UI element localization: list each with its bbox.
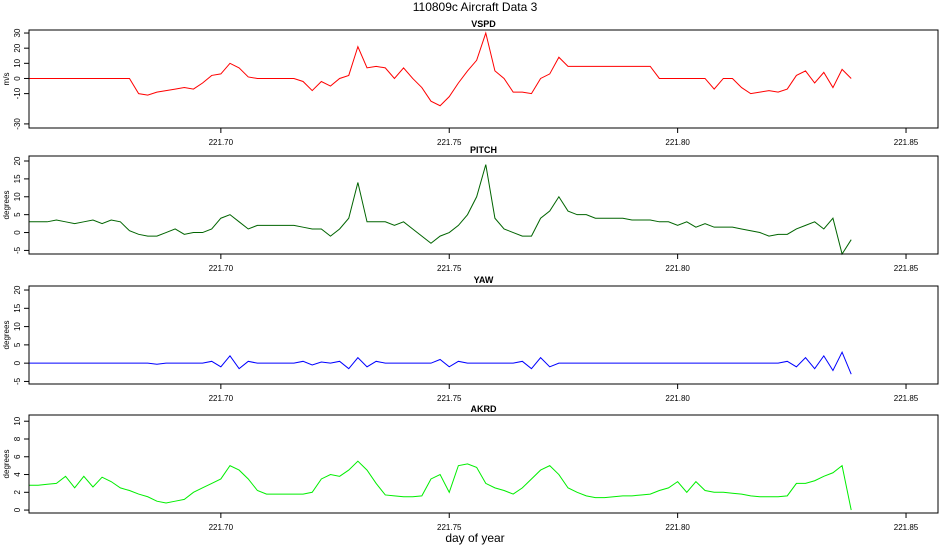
x-tick-label: 221.70: [209, 523, 234, 532]
y-tick-label: 8: [13, 436, 22, 441]
x-tick-label: 221.85: [894, 523, 919, 532]
y-tick-label: -10: [13, 87, 22, 99]
y-tick-label: 15: [13, 303, 22, 312]
x-tick-label: 221.75: [437, 394, 462, 403]
plot-frame: [28, 414, 939, 514]
y-tick-label: 5: [13, 212, 22, 217]
x-tick-label: 221.70: [209, 138, 234, 147]
y-tick-label: 20: [13, 43, 22, 52]
x-tick-label: 221.85: [894, 264, 919, 273]
y-tick-label: 30: [13, 28, 22, 37]
data-line: [29, 350, 852, 375]
x-axis-label: day of year: [445, 531, 504, 545]
x-tick-label: 221.70: [209, 394, 234, 403]
x-tick-label: 221.75: [437, 264, 462, 273]
y-tick-label: 6: [13, 454, 22, 459]
y-axis-label: degrees: [2, 191, 11, 220]
data-line: [29, 460, 852, 511]
panel-title: AKRD: [471, 404, 497, 414]
x-tick-label: 221.80: [665, 394, 690, 403]
y-tick-label: 5: [13, 342, 22, 347]
y-tick-label: 2: [13, 490, 22, 495]
data-line: [29, 31, 852, 107]
y-tick-label: 0: [13, 507, 22, 512]
y-tick-label: 10: [13, 322, 22, 331]
y-tick-label: -30: [13, 118, 22, 130]
x-tick-label: 221.85: [894, 394, 919, 403]
y-tick-label: 0: [13, 360, 22, 365]
x-tick-label: 221.80: [665, 264, 690, 273]
page-title: 110809c Aircraft Data 3: [413, 0, 538, 14]
plot-frame: [28, 285, 939, 385]
plot-frame: [28, 155, 939, 255]
y-tick-label: 4: [13, 472, 22, 477]
y-tick-label: 10: [13, 416, 22, 425]
y-tick-label: 10: [13, 58, 22, 67]
y-tick-label: 20: [13, 285, 22, 294]
panel-title: PITCH: [470, 145, 497, 155]
y-tick-label: 15: [13, 174, 22, 183]
plot-frame: [28, 29, 939, 129]
x-tick-label: 221.70: [209, 264, 234, 273]
x-tick-label: 221.75: [437, 138, 462, 147]
x-tick-label: 221.85: [894, 138, 919, 147]
y-tick-label: 20: [13, 156, 22, 165]
y-tick-label: -5: [13, 377, 22, 385]
y-tick-label: 0: [13, 76, 22, 81]
data-line: [29, 164, 852, 256]
panel-title: VSPD: [471, 19, 496, 29]
y-axis-label: degrees: [2, 450, 11, 479]
y-axis-label: m/s: [2, 73, 11, 86]
x-tick-label: 221.80: [665, 138, 690, 147]
y-tick-label: 0: [13, 230, 22, 235]
x-tick-label: 221.80: [665, 523, 690, 532]
panel-title: YAW: [474, 275, 494, 285]
x-tick-label: 221.75: [437, 523, 462, 532]
y-tick-label: -5: [13, 246, 22, 254]
y-axis-label: degrees: [2, 321, 11, 350]
y-tick-label: 10: [13, 192, 22, 201]
